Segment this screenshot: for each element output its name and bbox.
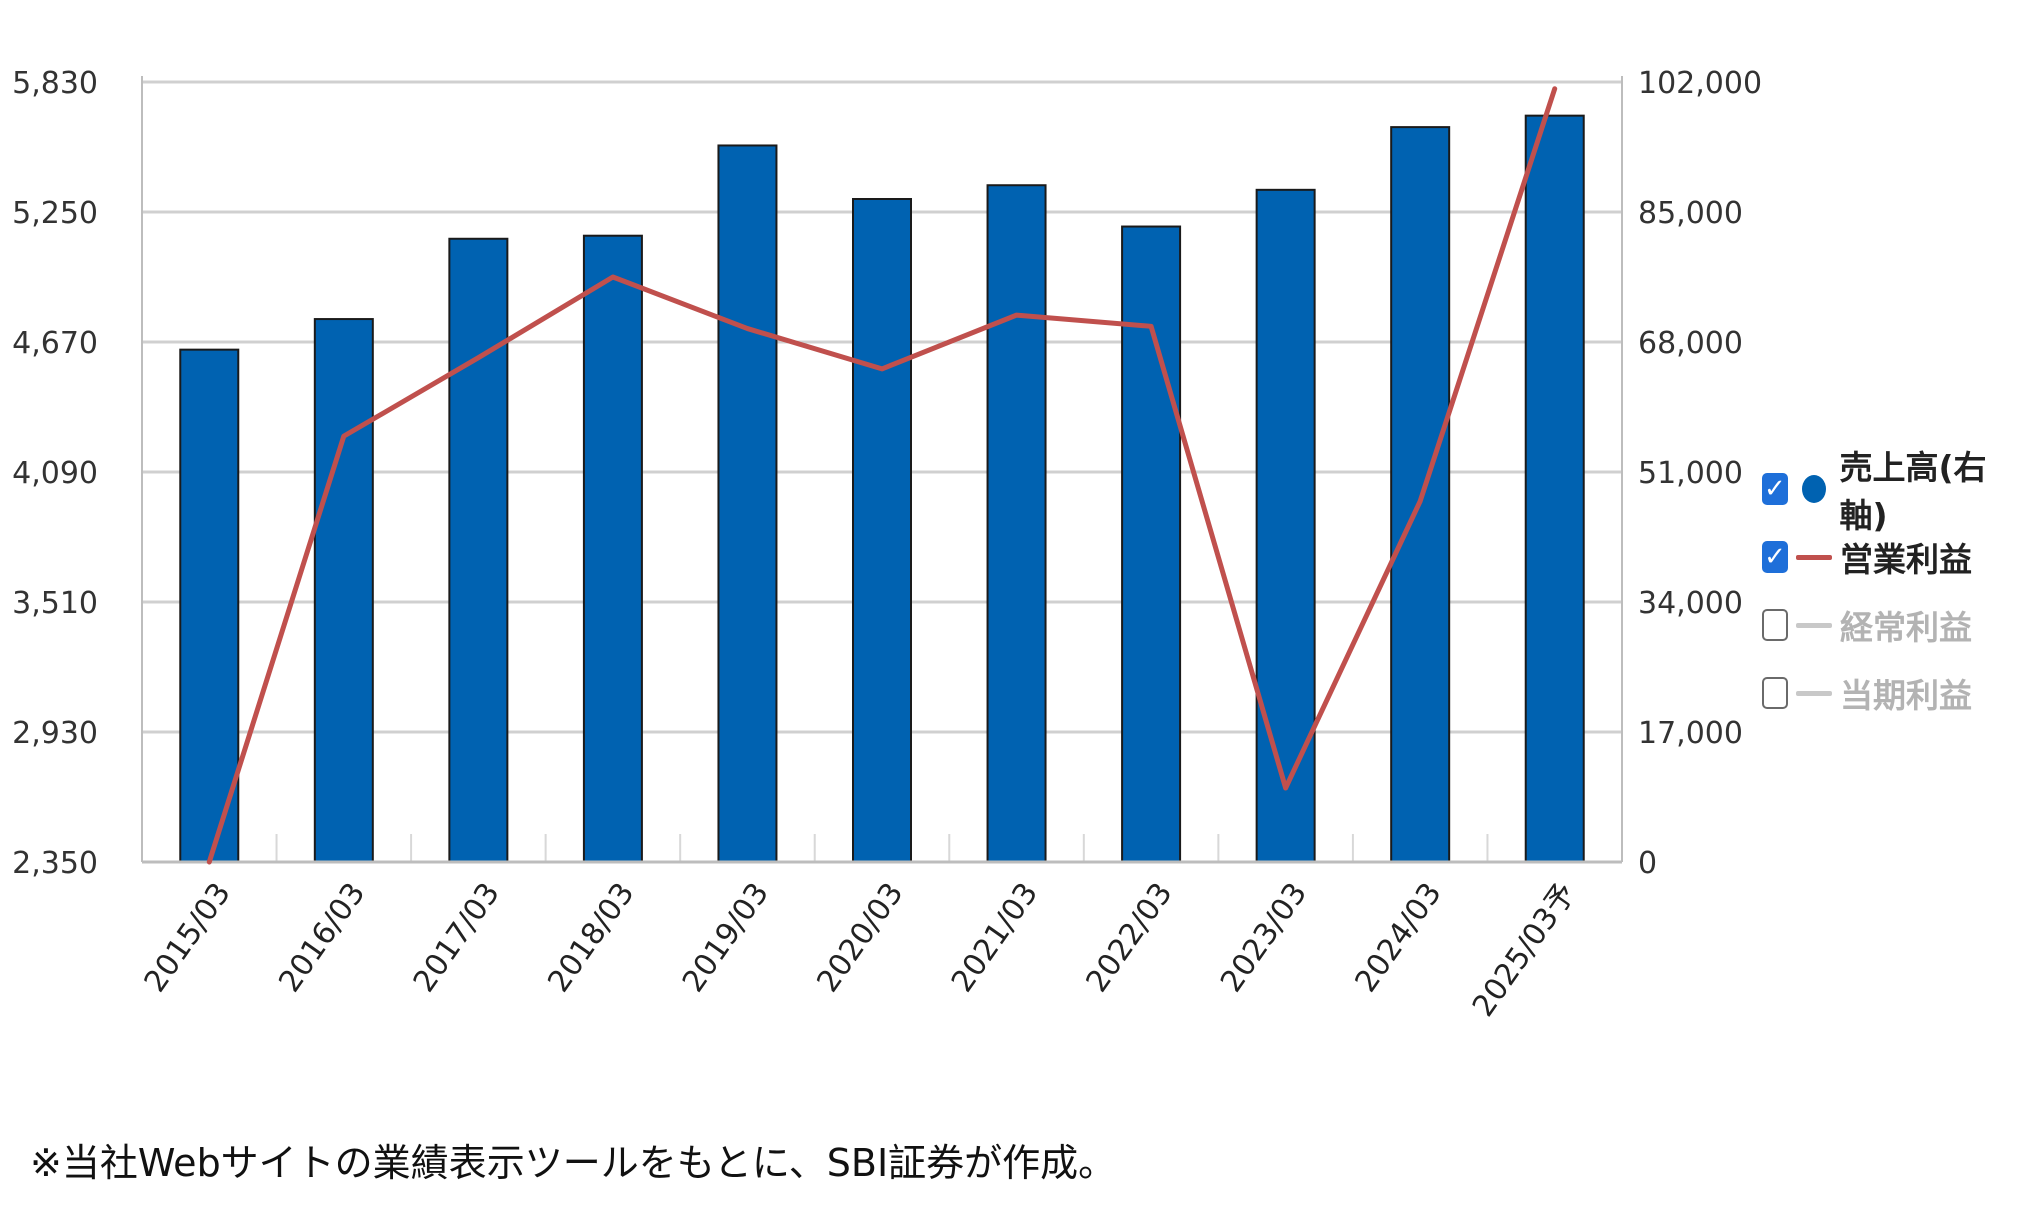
bar — [448, 237, 509, 863]
category-label: 2022/03 — [1079, 877, 1179, 999]
legend-checkbox-operating-profit[interactable]: ✓ — [1762, 541, 1788, 573]
bar — [179, 348, 240, 864]
category-label: 2023/03 — [1214, 877, 1314, 999]
legend-label-net-profit: 当期利益 — [1840, 676, 1972, 715]
bar — [1255, 188, 1316, 863]
category-label: 2017/03 — [407, 877, 507, 999]
category-label: 2016/03 — [272, 877, 372, 999]
left-axis-ticks: 2,350 2,930 3,510 4,090 4,670 5,250 5,830 — [12, 66, 98, 881]
legend: ✓ 売上高(右軸) ✓ 営業利益 経常利益 当期利益 — [1762, 448, 2033, 727]
line-icon — [1794, 542, 1834, 572]
right-tick-label: 51,000 — [1638, 456, 1743, 491]
bar — [313, 318, 374, 863]
legend-item-ordinary-profit[interactable]: 経常利益 — [1762, 591, 2033, 659]
bar — [717, 144, 778, 863]
left-tick-label: 4,670 — [12, 326, 98, 361]
category-label: 2018/03 — [541, 877, 641, 999]
category-label: 2019/03 — [676, 877, 776, 999]
right-tick-label: 34,000 — [1638, 586, 1743, 621]
right-tick-label: 85,000 — [1638, 196, 1743, 231]
bar — [582, 234, 643, 864]
line-icon — [1794, 610, 1834, 640]
dot-icon — [1794, 474, 1834, 504]
category-label: 2020/03 — [810, 877, 910, 999]
category-labels: 2015/03 2016/03 2017/03 2018/03 2019/03 2020/… — [138, 877, 1584, 1024]
left-tick-label: 5,250 — [12, 196, 98, 231]
left-tick-label: 2,930 — [12, 716, 98, 751]
bar — [1121, 225, 1182, 863]
line-icon — [1794, 678, 1834, 708]
axes — [141, 76, 1623, 864]
chart: 2,350 2,930 3,510 4,090 4,670 5,250 5,830 0 17,… — [12, 66, 1762, 1024]
line-series — [206, 86, 1558, 865]
legend-checkbox-sales[interactable]: ✓ — [1762, 473, 1788, 505]
bar-series — [179, 114, 1585, 864]
left-tick-label: 4,090 — [12, 456, 98, 491]
line-path — [206, 86, 1558, 865]
category-label: 2021/03 — [945, 877, 1045, 999]
bar — [986, 184, 1047, 863]
legend-item-net-profit[interactable]: 当期利益 — [1762, 659, 2033, 727]
left-tick-label: 3,510 — [12, 586, 98, 621]
left-tick-label: 2,350 — [12, 846, 98, 881]
right-tick-label: 17,000 — [1638, 716, 1743, 751]
legend-checkbox-net-profit[interactable] — [1762, 677, 1788, 709]
legend-label-sales: 売上高(右軸) — [1839, 448, 1987, 535]
bar — [852, 198, 912, 863]
category-label: 2015/03 — [138, 877, 238, 999]
legend-label-operating-profit: 営業利益 — [1840, 540, 1972, 579]
legend-label-ordinary-profit: 経常利益 — [1840, 608, 1972, 647]
footnote: ※当社Webサイトの業績表示ツールをもとに、SBI証券が作成。 — [30, 1141, 1117, 1185]
left-tick-label: 5,830 — [12, 66, 98, 101]
category-label: 2024/03 — [1349, 877, 1449, 999]
legend-checkbox-ordinary-profit[interactable] — [1762, 609, 1788, 641]
category-label: 2025/03予 — [1466, 877, 1583, 1024]
bar — [1524, 114, 1585, 864]
right-tick-label: 102,000 — [1638, 66, 1762, 101]
right-axis-ticks: 0 17,000 34,000 51,000 68,000 85,000 102,000 — [1638, 66, 1762, 881]
right-tick-label: 0 — [1638, 846, 1657, 881]
right-tick-label: 68,000 — [1638, 326, 1743, 361]
legend-item-operating-profit[interactable]: ✓ 営業利益 — [1762, 523, 2033, 591]
legend-item-sales[interactable]: ✓ 売上高(右軸) — [1762, 448, 2033, 535]
